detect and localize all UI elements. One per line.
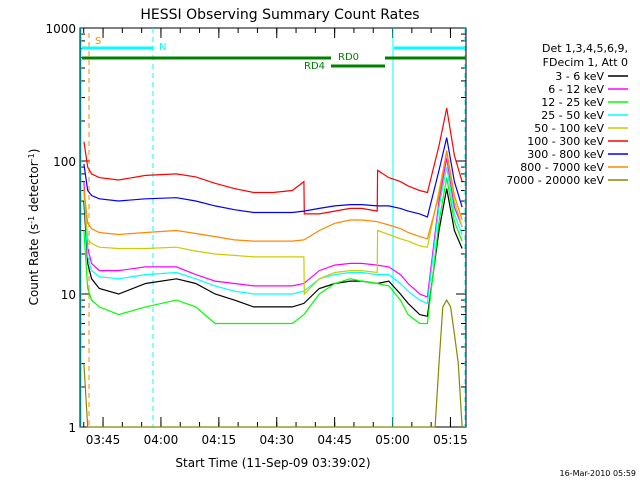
y-axis-label: Count Rate (s-1 detector-1) [27,149,42,306]
series-line-3 [83,177,463,325]
x-axis: 03:45 04:00 04:15 04:30 04:45 05:00 05:15 [83,28,468,447]
y-tick-label: 1 [68,421,76,435]
legend-header-2: FDecim 1, Att 0 [543,56,628,69]
series-line-5 [83,152,463,296]
legend-label-5: 50 - 100 keV [534,122,604,135]
footer-date: 16-Mar-2010 05:59 [560,469,637,478]
x-tick-label: 04:45 [317,433,352,447]
series-line-1 [83,188,463,318]
series-group [83,107,463,428]
x-tick-label: 05:15 [433,433,468,447]
legend-label-4: 25 - 50 keV [541,109,604,122]
marker-label-rd4: RD4 [304,61,325,72]
x-tick-label: 05:00 [375,433,410,447]
y-tick-label: 10 [61,288,76,302]
x-tick-label: 04:30 [259,433,294,447]
legend-label-1: 3 - 6 keV [555,70,604,83]
y-tick-label: 1000 [45,22,76,36]
x-axis-label: Start Time (11-Sep-09 03:39:02) [175,456,370,470]
legend: Det 1,3,4,5,6,9, FDecim 1, Att 0 3 - 6 k… [506,42,628,187]
legend-label-3: 12 - 25 keV [541,96,604,109]
y-axis-label-sup1: -1 [27,216,36,224]
y-tick-label: 100 [53,155,76,169]
series-line-4 [83,166,463,305]
series-line-7 [83,137,463,218]
chart-title: HESSI Observing Summary Count Rates [140,7,419,23]
series-line-8 [83,150,463,242]
marker-label-s: S [95,36,101,47]
marker-label-rd0: RD0 [338,52,359,63]
legend-label-8: 800 - 7000 keV [520,161,604,174]
legend-label-6: 100 - 300 keV [527,135,604,148]
y-axis-label-main: Count Rate (s [27,224,41,306]
y-axis-label-mid: detector [27,161,41,216]
x-tick-label: 04:15 [202,433,237,447]
legend-label-9: 7000 - 20000 keV [506,174,604,187]
series-line-9 [83,298,463,428]
x-tick-label: 03:45 [86,433,121,447]
y-axis-label-end: ) [27,149,41,154]
series-line-6 [83,107,463,215]
legend-label-2: 6 - 12 keV [548,83,604,96]
x-tick-label: 04:00 [144,433,179,447]
legend-header-1: Det 1,3,4,5,6,9, [542,42,628,55]
marker-label-n: N [159,42,166,53]
y-axis-label-sup2: -1 [27,153,36,161]
legend-label-7: 300 - 800 keV [527,148,604,161]
series-line-2 [83,158,463,298]
